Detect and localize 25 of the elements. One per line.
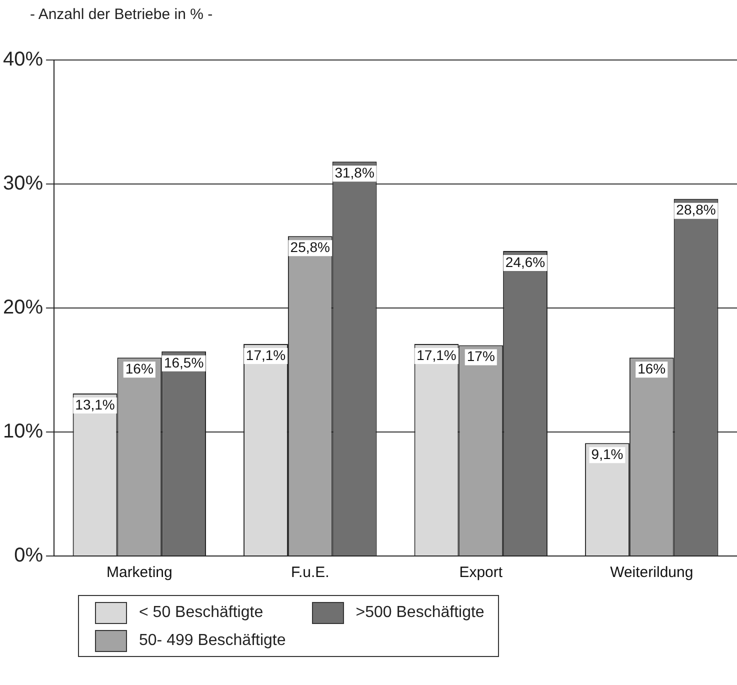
x-tick-label: F.u.E. [290, 564, 330, 582]
y-tick-label: 0% [14, 544, 44, 567]
data-label: 17,1% [416, 346, 456, 363]
data-label: 25,8% [290, 238, 330, 255]
data-label: 17,1% [246, 346, 286, 363]
data-label: 24,6% [505, 254, 546, 270]
legend-label: 50- 499 Beschäftigte [139, 632, 286, 650]
y-tick-label: 20% [3, 296, 44, 319]
data-label: 9,1% [591, 446, 624, 462]
x-tick-label: Marketing [106, 564, 172, 582]
data-label: 28,8% [676, 202, 716, 218]
data-label: 31,8% [334, 164, 374, 181]
y-tick-label: 40% [3, 48, 44, 71]
data-label: 17% [466, 348, 495, 364]
data-label: 13,1% [75, 396, 115, 412]
data-label: 16,5% [164, 354, 204, 370]
legend-label: < 50 Beschäftigte [139, 604, 264, 622]
data-label: 16% [638, 360, 666, 376]
x-tick-label: Export [459, 564, 504, 582]
y-axis-title: - Anzahl der Betriebe in % - [30, 6, 213, 23]
x-tick-label: Weiterildung [610, 564, 694, 582]
legend-label: >500 Beschäftigte [356, 604, 484, 622]
y-tick-label: 10% [3, 420, 44, 443]
data-label: 16% [125, 360, 154, 376]
y-tick-label: 30% [3, 172, 44, 195]
